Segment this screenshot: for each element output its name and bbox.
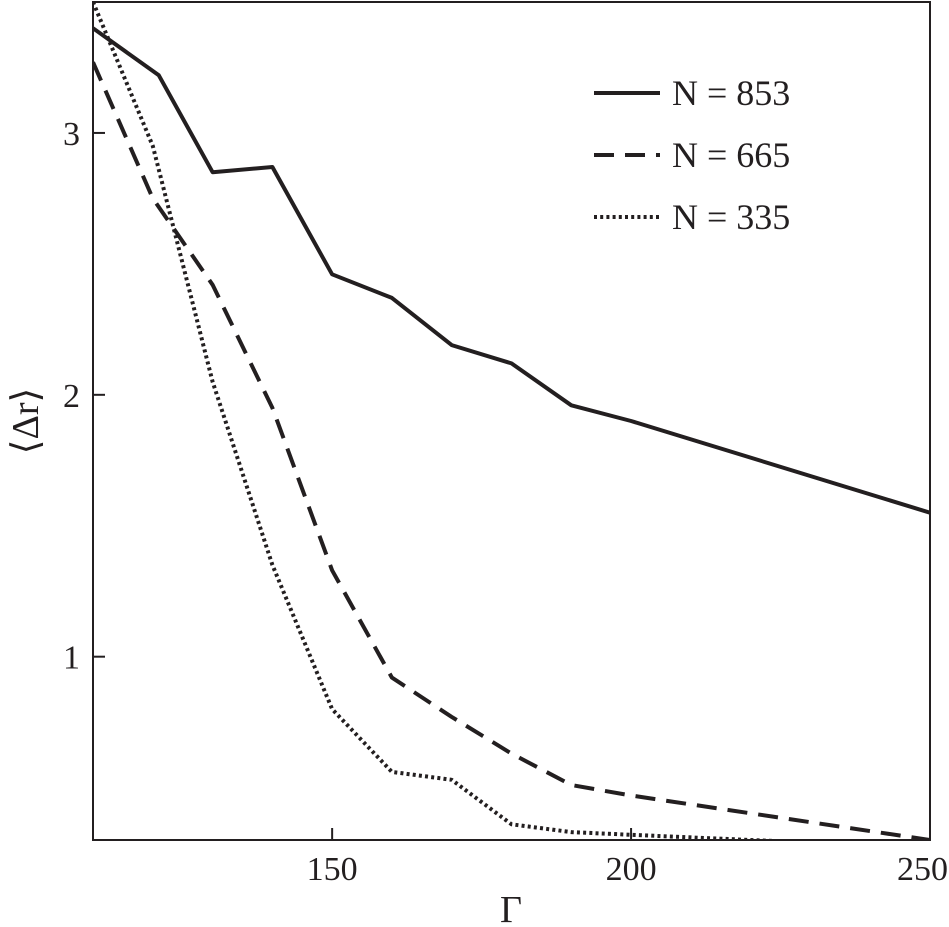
x-tick-label: 150 (307, 851, 358, 888)
x-tick-label: 250 (897, 851, 948, 888)
legend: N = 853 N = 665 N = 335 (594, 73, 790, 237)
legend-label-2: N = 665 (672, 135, 790, 175)
ticks-layer: 150 200 250 1 2 3 (63, 116, 948, 888)
legend-label-1: N = 853 (672, 73, 790, 113)
series-layer (93, 2, 930, 840)
series-line-2 (93, 61, 930, 840)
y-tick-label: 2 (63, 378, 80, 415)
x-tick-label: 200 (606, 851, 657, 888)
y-tick-label: 1 (63, 640, 80, 677)
series-line-3 (93, 2, 797, 840)
y-axis-label: ⟨Δr⟩ (5, 388, 47, 455)
plot-frame (92, 1, 931, 841)
legend-label-3: N = 335 (672, 197, 790, 237)
x-axis-label: Γ (500, 889, 522, 927)
y-tick-label: 3 (63, 116, 80, 153)
series-line-1 (93, 26, 930, 515)
